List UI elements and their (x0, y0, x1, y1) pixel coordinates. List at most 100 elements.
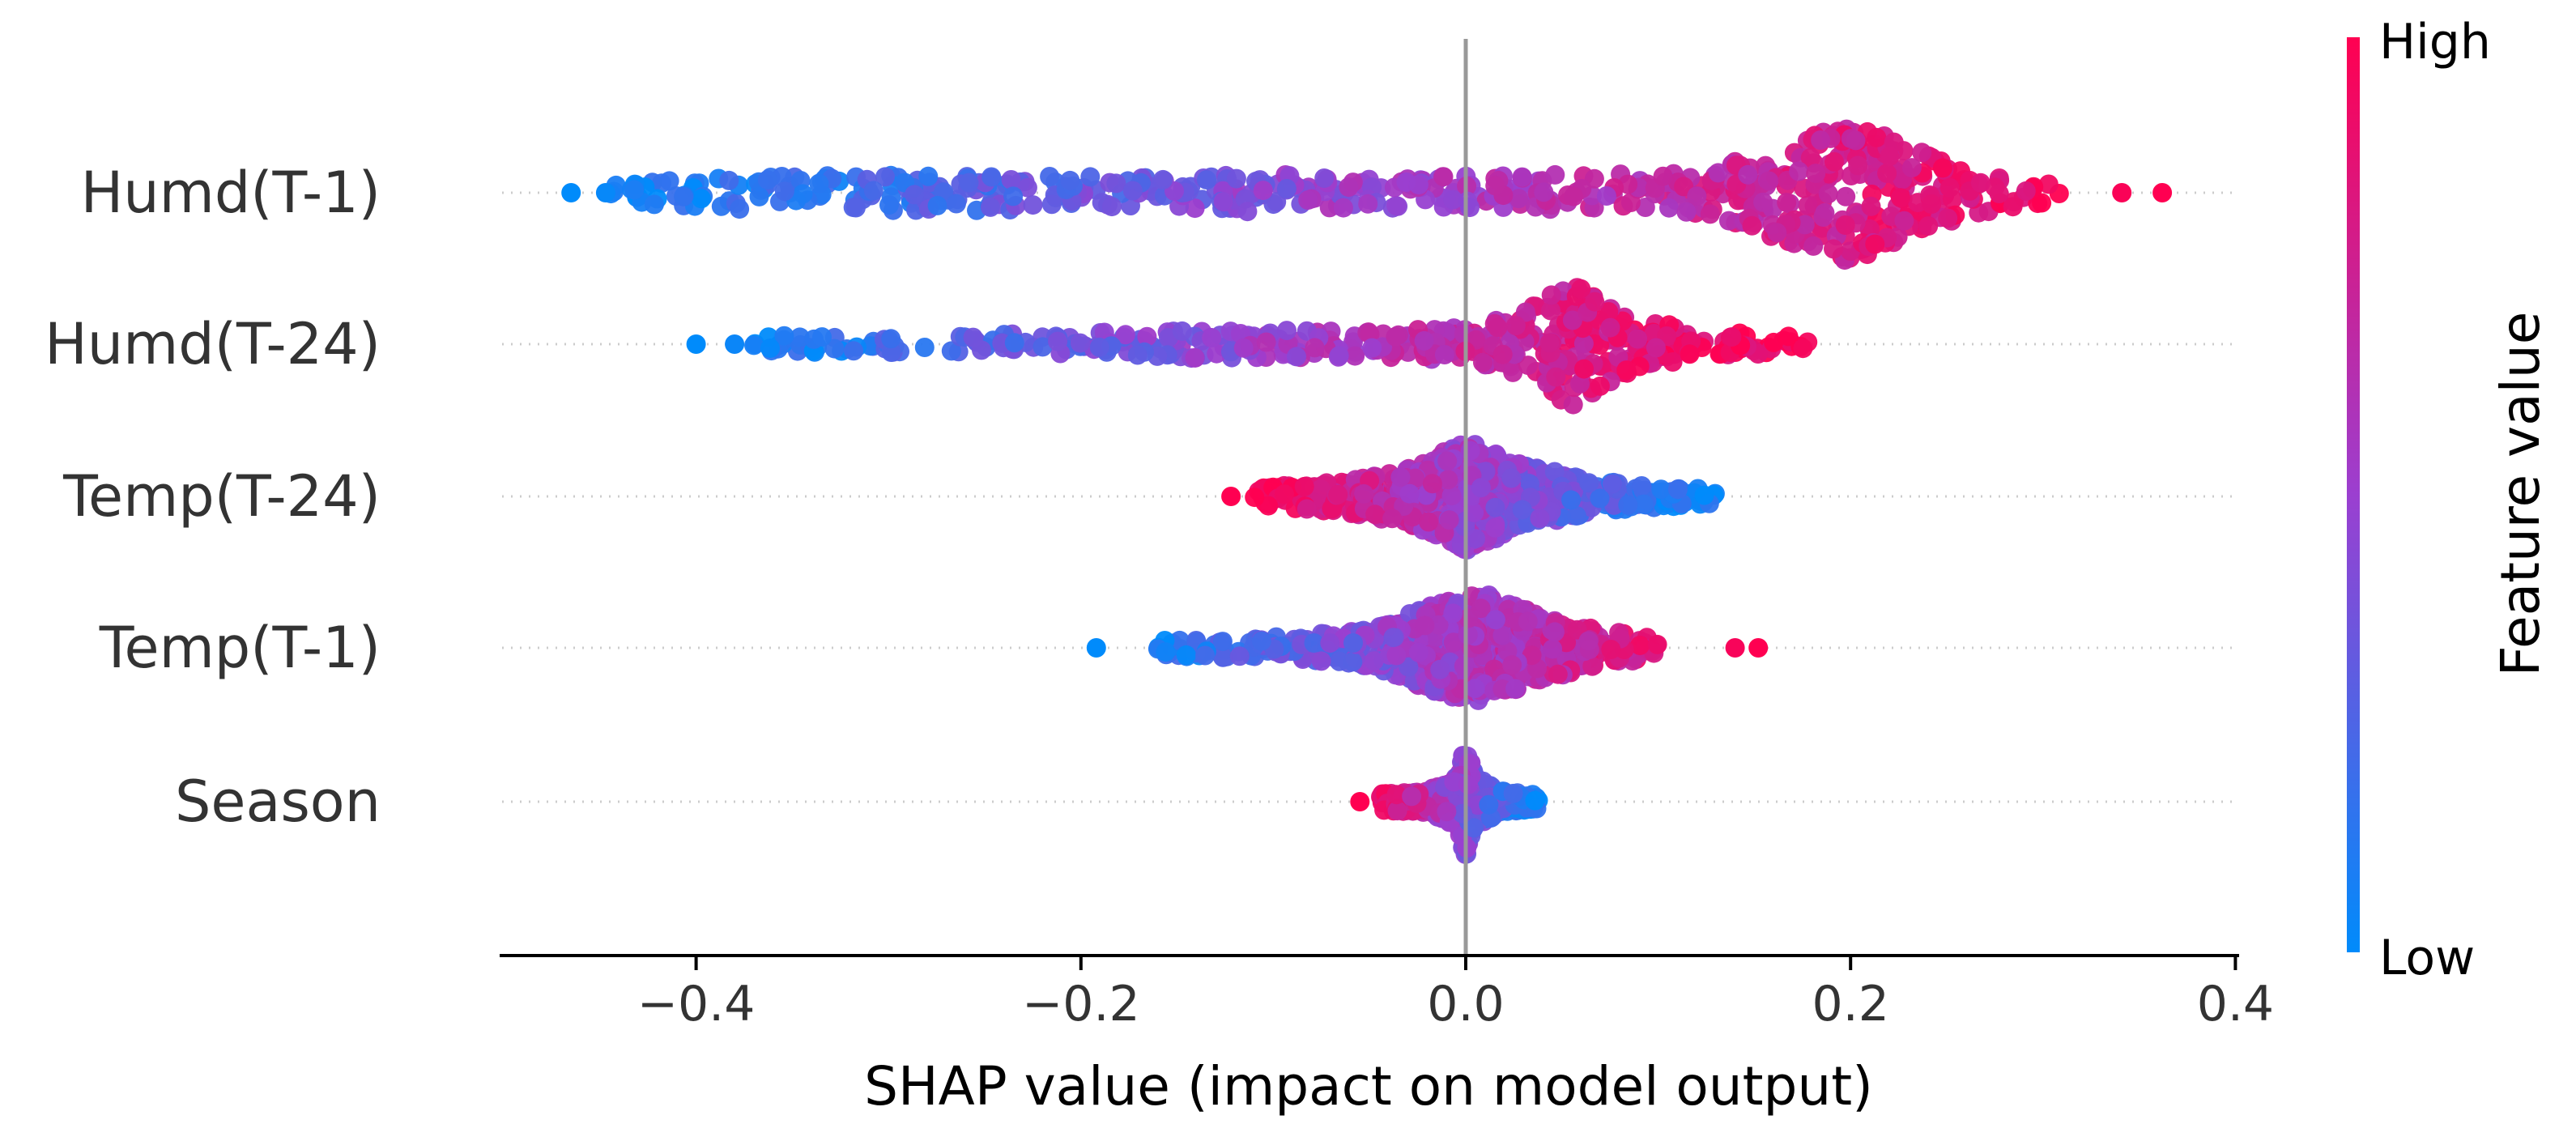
shap-point (1651, 479, 1671, 500)
shap-point (1793, 338, 1813, 359)
shap-dots (561, 119, 2173, 864)
feature-label: Humd(T-1) (81, 160, 381, 226)
shap-point (1287, 347, 1306, 367)
shap-point (1646, 338, 1666, 358)
colorbar (2347, 37, 2360, 952)
shap-point (1789, 161, 1809, 181)
shap-point (1433, 167, 1454, 187)
shap-point (981, 167, 1002, 187)
shap-point (644, 194, 664, 215)
shap-point (946, 194, 966, 214)
shap-point (1628, 329, 1648, 349)
shap-point (1102, 197, 1122, 217)
shap-point (1365, 505, 1386, 525)
shap-point (1505, 316, 1526, 336)
shap-point (809, 173, 829, 194)
shap-point (1156, 642, 1176, 662)
shap-point (1400, 604, 1420, 624)
shap-point (875, 167, 895, 187)
shap-point (1245, 487, 1265, 508)
shap-point (1800, 147, 1820, 168)
shap-point (972, 340, 991, 360)
shap-point (1582, 656, 1603, 676)
shap-point (1213, 192, 1233, 211)
shap-point (1541, 285, 1561, 305)
shap-point (1676, 202, 1697, 222)
shap-point (1777, 193, 1797, 213)
shap-point (927, 195, 947, 215)
shap-outlier-point (1748, 638, 1769, 658)
shap-point (1405, 468, 1425, 488)
shap-point (1764, 332, 1784, 352)
shap-point (1311, 651, 1331, 671)
shap-point (1439, 510, 1459, 530)
shap-point (1861, 196, 1881, 216)
shap-point (659, 171, 679, 191)
shap-point (1718, 211, 1739, 231)
feature-label: Humd(T-24) (45, 311, 381, 377)
shap-outlier-point (1725, 638, 1745, 658)
shap-point (1767, 223, 1787, 243)
shap-point (1546, 367, 1566, 387)
shap-point (1172, 321, 1192, 341)
shap-point (1479, 794, 1499, 815)
shap-point (1314, 168, 1335, 188)
shap-point (1574, 359, 1594, 379)
shap-point (1329, 346, 1349, 366)
x-tick-label: 0.0 (1427, 976, 1504, 1032)
shap-point (1798, 195, 1818, 215)
shap-point (1620, 193, 1641, 212)
shap-point (1579, 473, 1599, 493)
shap-point (1465, 679, 1485, 699)
shap-point (1738, 164, 1758, 185)
shap-point (1522, 645, 1542, 666)
shap-point (1667, 479, 1688, 500)
shap-point (1040, 167, 1060, 186)
shap-point (1846, 130, 1866, 151)
shap-point (1153, 169, 1173, 189)
shap-point (1759, 171, 1779, 191)
shap-point (1319, 198, 1339, 218)
shap-point (1414, 330, 1434, 351)
shap-point (1566, 506, 1586, 526)
shap-point (1548, 664, 1568, 684)
shap-point (1562, 310, 1582, 330)
shap-point (941, 341, 961, 361)
shap-point (2038, 174, 2059, 194)
shap-point (1880, 147, 1900, 167)
shap-point (1596, 186, 1616, 206)
shap-point (1485, 517, 1505, 538)
shap-point (1653, 166, 1673, 186)
shap-point (1274, 484, 1294, 505)
shap-point (1041, 194, 1062, 215)
shap-point (1503, 783, 1523, 803)
shap-point (1492, 625, 1513, 645)
shap-point (1354, 483, 1374, 504)
shap-outlier-point (686, 334, 706, 354)
shap-point (757, 170, 777, 190)
shap-point (1630, 636, 1650, 655)
shap-point (1543, 639, 1563, 659)
shap-point (1687, 186, 1707, 206)
shap-point (1185, 347, 1205, 368)
shap-point (1399, 657, 1419, 677)
shap-point (1570, 373, 1590, 394)
x-axis-ticks: −0.4 −0.2 0.0 0.2 0.4 (637, 956, 2274, 1032)
shap-point (1545, 164, 1565, 185)
shap-point (1213, 647, 1233, 667)
shap-point (1633, 494, 1654, 514)
shap-point (1399, 483, 1420, 504)
shap-point (2016, 181, 2036, 201)
shap-point (1848, 155, 1868, 176)
shap-point (1195, 645, 1216, 666)
shap-point (879, 195, 899, 215)
shap-point (1544, 622, 1565, 642)
colorbar-high-label: High (2379, 14, 2491, 70)
shap-point (1207, 343, 1227, 364)
shap-point (1753, 192, 1773, 212)
shap-point (1256, 332, 1276, 352)
shap-point (1463, 818, 1484, 838)
shap-point (730, 199, 750, 219)
shap-point (1343, 652, 1363, 672)
shap-point (1502, 655, 1522, 675)
